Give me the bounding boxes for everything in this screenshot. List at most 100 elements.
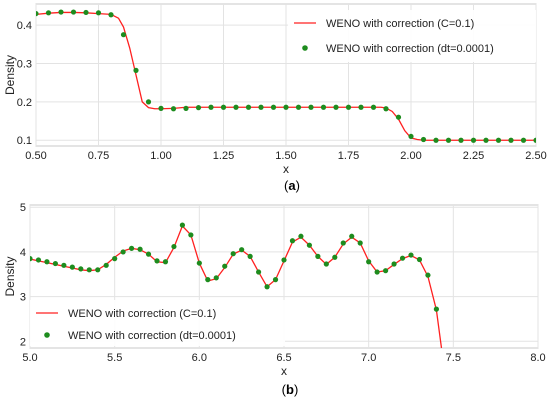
y-tick-label: 3 bbox=[20, 292, 26, 304]
data-point bbox=[272, 277, 279, 283]
x-tick-label: 8.0 bbox=[530, 352, 545, 364]
data-point bbox=[247, 253, 253, 259]
data-point bbox=[44, 259, 50, 265]
x-tick-label: 0.50 bbox=[25, 150, 46, 162]
data-point bbox=[162, 259, 169, 265]
data-point bbox=[433, 137, 439, 143]
data-point bbox=[483, 137, 489, 143]
data-point bbox=[470, 137, 477, 143]
x-axis-label: x bbox=[281, 364, 287, 378]
legend-label: WENO with correction (dt=0.0001) bbox=[68, 330, 236, 342]
x-tick-label: 7.5 bbox=[446, 352, 461, 364]
data-point bbox=[61, 262, 67, 268]
legend-box bbox=[30, 300, 285, 346]
data-point bbox=[495, 137, 502, 143]
data-point bbox=[264, 284, 270, 290]
data-layer bbox=[30, 222, 443, 348]
data-point bbox=[108, 12, 114, 18]
figure-caption: (b) bbox=[282, 382, 299, 397]
data-point bbox=[70, 9, 77, 15]
data-point bbox=[333, 104, 339, 110]
data-point bbox=[112, 256, 118, 262]
data-point bbox=[366, 259, 372, 265]
data-point bbox=[520, 137, 527, 143]
y-tick-label: 0.4 bbox=[17, 20, 32, 32]
data-point bbox=[345, 104, 352, 110]
x-tick-label: 1.50 bbox=[275, 150, 296, 162]
x-tick-label: 1.75 bbox=[338, 150, 359, 162]
data-point bbox=[120, 32, 127, 38]
data-point bbox=[295, 104, 302, 110]
data-point bbox=[129, 245, 135, 251]
data-point bbox=[425, 272, 431, 278]
data-point bbox=[145, 251, 152, 257]
data-point bbox=[391, 261, 397, 267]
data-point bbox=[383, 106, 389, 112]
data-point bbox=[340, 240, 346, 246]
data-point bbox=[154, 258, 160, 264]
data-point bbox=[281, 257, 287, 263]
data-point bbox=[433, 306, 439, 312]
data-point bbox=[183, 105, 189, 111]
data-point bbox=[308, 104, 314, 110]
x-tick-label: 2.00 bbox=[400, 150, 421, 162]
legend: WENO with correction (C=0.1) WENO with co… bbox=[288, 10, 536, 62]
data-point bbox=[133, 67, 139, 73]
x-tick-label: 5.5 bbox=[107, 352, 122, 364]
x-tick-label: 2.25 bbox=[463, 150, 484, 162]
x-tick-label: 2.50 bbox=[525, 150, 546, 162]
data-point bbox=[95, 267, 101, 273]
data-point bbox=[86, 267, 92, 273]
data-point bbox=[283, 104, 289, 110]
data-point bbox=[145, 99, 152, 105]
data-point bbox=[239, 247, 245, 253]
data-point bbox=[458, 137, 464, 143]
legend-marker-swatch bbox=[44, 332, 50, 338]
data-point bbox=[399, 255, 406, 261]
data-point bbox=[208, 104, 214, 110]
legend-label: WENO with correction (dt=0.0001) bbox=[326, 43, 494, 55]
legend: WENO with correction (C=0.1) WENO with co… bbox=[30, 300, 285, 346]
chart-b: 5.0 5.5 6.0 6.5 7.0 7.5 8.0 2 3 4 5 x Density WENO wi… bbox=[3, 202, 546, 397]
y-tick-label: 0.1 bbox=[17, 135, 32, 147]
data-point bbox=[179, 222, 185, 228]
data-point bbox=[196, 260, 202, 266]
data-point bbox=[78, 266, 84, 272]
data-point bbox=[395, 114, 402, 120]
data-point bbox=[533, 137, 536, 143]
legend-label: WENO with correction (C=0.1) bbox=[326, 18, 474, 30]
y-tick-label: 0.2 bbox=[17, 97, 32, 109]
data-point bbox=[170, 106, 177, 112]
data-point bbox=[158, 105, 164, 111]
data-point bbox=[35, 257, 42, 263]
x-tick-label: 7.0 bbox=[361, 352, 376, 364]
data-point bbox=[374, 269, 380, 275]
y-tick-label: 0.3 bbox=[17, 58, 32, 70]
data-point bbox=[222, 263, 228, 269]
data-point bbox=[258, 104, 264, 110]
y-axis-label: Density bbox=[3, 256, 17, 296]
data-point bbox=[256, 269, 262, 275]
data-point bbox=[289, 238, 296, 244]
data-point bbox=[445, 137, 452, 143]
data-point bbox=[205, 277, 211, 283]
data-point bbox=[420, 136, 427, 143]
data-point bbox=[508, 137, 514, 143]
data-point bbox=[245, 104, 252, 110]
data-point bbox=[408, 133, 414, 140]
data-point bbox=[270, 104, 277, 110]
data-point bbox=[320, 104, 327, 110]
data-point bbox=[83, 9, 89, 16]
data-point bbox=[298, 233, 304, 239]
data-point bbox=[230, 251, 236, 257]
data-point bbox=[95, 10, 102, 16]
data-point bbox=[36, 10, 39, 17]
data-point bbox=[188, 232, 194, 238]
data-point bbox=[408, 252, 414, 258]
legend-box bbox=[288, 10, 536, 62]
x-tick-label: 1.25 bbox=[213, 150, 234, 162]
data-point bbox=[383, 268, 389, 274]
y-tick-label: 2 bbox=[20, 336, 26, 348]
data-point bbox=[69, 264, 75, 270]
